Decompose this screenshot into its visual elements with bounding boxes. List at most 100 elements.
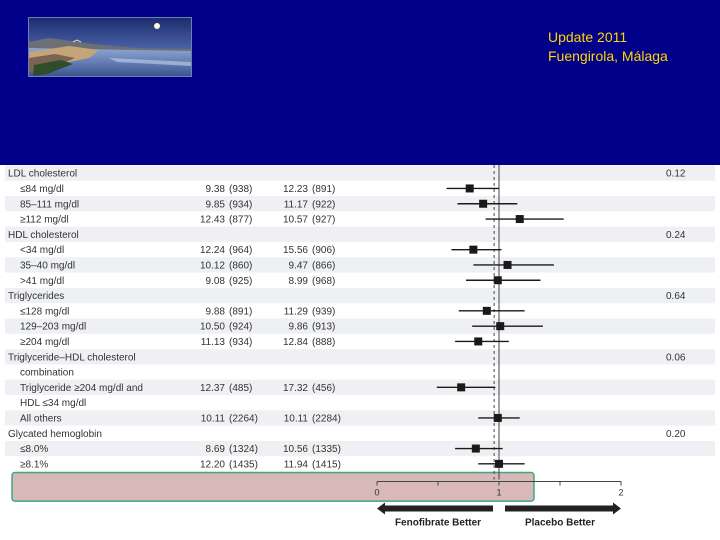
x-tick-label: 1	[496, 488, 501, 498]
row-band	[5, 165, 715, 181]
row-label: ≥204 mg/dl	[20, 337, 69, 348]
hazard-ratio-marker	[465, 184, 474, 193]
fenofibrate-n: (964)	[229, 245, 252, 256]
fenofibrate-rate: 10.50	[200, 322, 225, 333]
fenofibrate-rate: 10.12	[200, 260, 225, 271]
right-arrow	[505, 502, 621, 515]
row-label: Glycated hemoglobin	[8, 429, 102, 440]
fenofibrate-rate: 12.20	[200, 459, 225, 470]
row-label: LDL cholesterol	[8, 169, 77, 180]
placebo-rate: 10.11	[284, 413, 309, 424]
fenofibrate-n: (485)	[229, 383, 252, 394]
placebo-n: (913)	[312, 322, 335, 333]
interaction-p-value: 0.24	[666, 230, 686, 241]
x-tick-label: 2	[618, 488, 623, 498]
row-label: ≥8.1%	[20, 459, 48, 470]
hazard-ratio-marker	[474, 337, 483, 346]
placebo-rate: 8.99	[289, 276, 309, 287]
hazard-ratio-marker	[479, 199, 488, 208]
fenofibrate-n: (891)	[229, 306, 252, 317]
conference-label: Update 2011 Fuengirola, Málaga	[548, 28, 668, 66]
placebo-rate: 10.57	[283, 215, 308, 226]
fenofibrate-rate: 8.69	[206, 444, 226, 455]
row-band	[5, 196, 715, 212]
title-banner: Update 2011 Fuengirola, Málaga	[0, 0, 720, 165]
row-label: 85–111 mg/dl	[20, 199, 79, 210]
row-label: <34 mg/dl	[20, 245, 64, 256]
fenofibrate-rate: 12.24	[200, 245, 225, 256]
row-band	[5, 257, 715, 273]
fenofibrate-rate: 12.43	[200, 215, 225, 226]
placebo-n: (888)	[312, 337, 335, 348]
fenofibrate-n: (925)	[229, 276, 252, 287]
placebo-better-label: Placebo Better	[525, 518, 595, 529]
row-band	[5, 410, 715, 426]
placebo-n: (968)	[312, 276, 335, 287]
placebo-n: (2284)	[312, 413, 341, 424]
fenofibrate-n: (934)	[229, 337, 252, 348]
fenofibrate-n: (877)	[229, 215, 252, 226]
hazard-ratio-marker	[482, 306, 491, 315]
row-label: Triglycerides	[8, 291, 64, 302]
placebo-rate: 12.23	[283, 184, 308, 195]
x-tick-label: 0	[374, 488, 379, 498]
row-band	[5, 349, 715, 365]
placebo-n: (927)	[312, 215, 335, 226]
row-band	[5, 287, 715, 304]
fenofibrate-rate: 9.85	[206, 199, 226, 210]
fenofibrate-rate: 9.88	[206, 306, 226, 317]
fenofibrate-n: (2264)	[229, 413, 258, 424]
placebo-n: (1415)	[312, 459, 341, 470]
row-label: 129–203 mg/dl	[20, 322, 86, 333]
row-label: HDL cholesterol	[8, 230, 79, 241]
row-label: ≥112 mg/dl	[20, 215, 69, 226]
placebo-n: (939)	[312, 306, 335, 317]
interaction-p-value: 0.64	[666, 291, 686, 302]
hazard-ratio-marker	[503, 260, 512, 269]
row-label: ≤128 mg/dl	[20, 306, 69, 317]
placebo-rate: 15.56	[283, 245, 308, 256]
row-label: 35–40 mg/dl	[20, 260, 75, 271]
placebo-n: (456)	[312, 383, 335, 394]
placebo-rate: 9.47	[289, 260, 309, 271]
fenofibrate-rate: 12.37	[200, 383, 225, 394]
conference-line-2: Fuengirola, Málaga	[548, 48, 668, 64]
fenofibrate-n: (1324)	[229, 444, 258, 455]
fenofibrate-rate: 10.11	[201, 413, 226, 424]
placebo-rate: 11.94	[284, 459, 309, 470]
coastal-photo	[28, 17, 192, 77]
conference-line-1: Update 2011	[548, 29, 628, 45]
hazard-ratio-marker	[496, 322, 505, 331]
placebo-n: (866)	[312, 260, 335, 271]
interaction-p-value: 0.12	[666, 169, 686, 180]
interaction-p-value: 0.06	[666, 352, 686, 363]
fenofibrate-rate: 9.38	[206, 184, 226, 195]
hazard-ratio-marker	[495, 459, 503, 468]
row-band	[5, 379, 715, 395]
row-label: All others	[20, 413, 62, 424]
placebo-n: (891)	[312, 184, 335, 195]
fenofibrate-n: (938)	[229, 184, 252, 195]
forest-plot: LDL cholesterol 0.12 ≤84 mg/dl 9.38 (938) 12.…	[5, 165, 715, 529]
row-band	[5, 318, 715, 334]
placebo-rate: 11.17	[284, 199, 309, 210]
row-band	[5, 226, 715, 242]
placebo-rate: 10.56	[283, 444, 308, 455]
left-arrow	[377, 502, 493, 515]
hazard-ratio-marker	[493, 276, 502, 285]
hazard-ratio-marker	[493, 413, 502, 422]
placebo-n: (1335)	[312, 444, 341, 455]
placebo-rate: 17.32	[283, 383, 308, 394]
fenofibrate-rate: 11.13	[201, 337, 226, 348]
row-band	[5, 440, 715, 457]
row-label: >41 mg/dl	[20, 276, 64, 287]
row-label: combination	[20, 368, 74, 379]
hazard-ratio-marker	[469, 245, 478, 254]
placebo-rate: 9.86	[289, 322, 309, 333]
hazard-ratio-marker	[515, 215, 524, 224]
row-label: ≤8.0%	[20, 444, 48, 455]
row-label: Triglyceride ≥204 mg/dl and	[20, 383, 143, 394]
fenofibrate-better-label: Fenofibrate Better	[395, 518, 481, 529]
placebo-n: (906)	[312, 245, 335, 256]
highlight-box	[11, 471, 535, 502]
